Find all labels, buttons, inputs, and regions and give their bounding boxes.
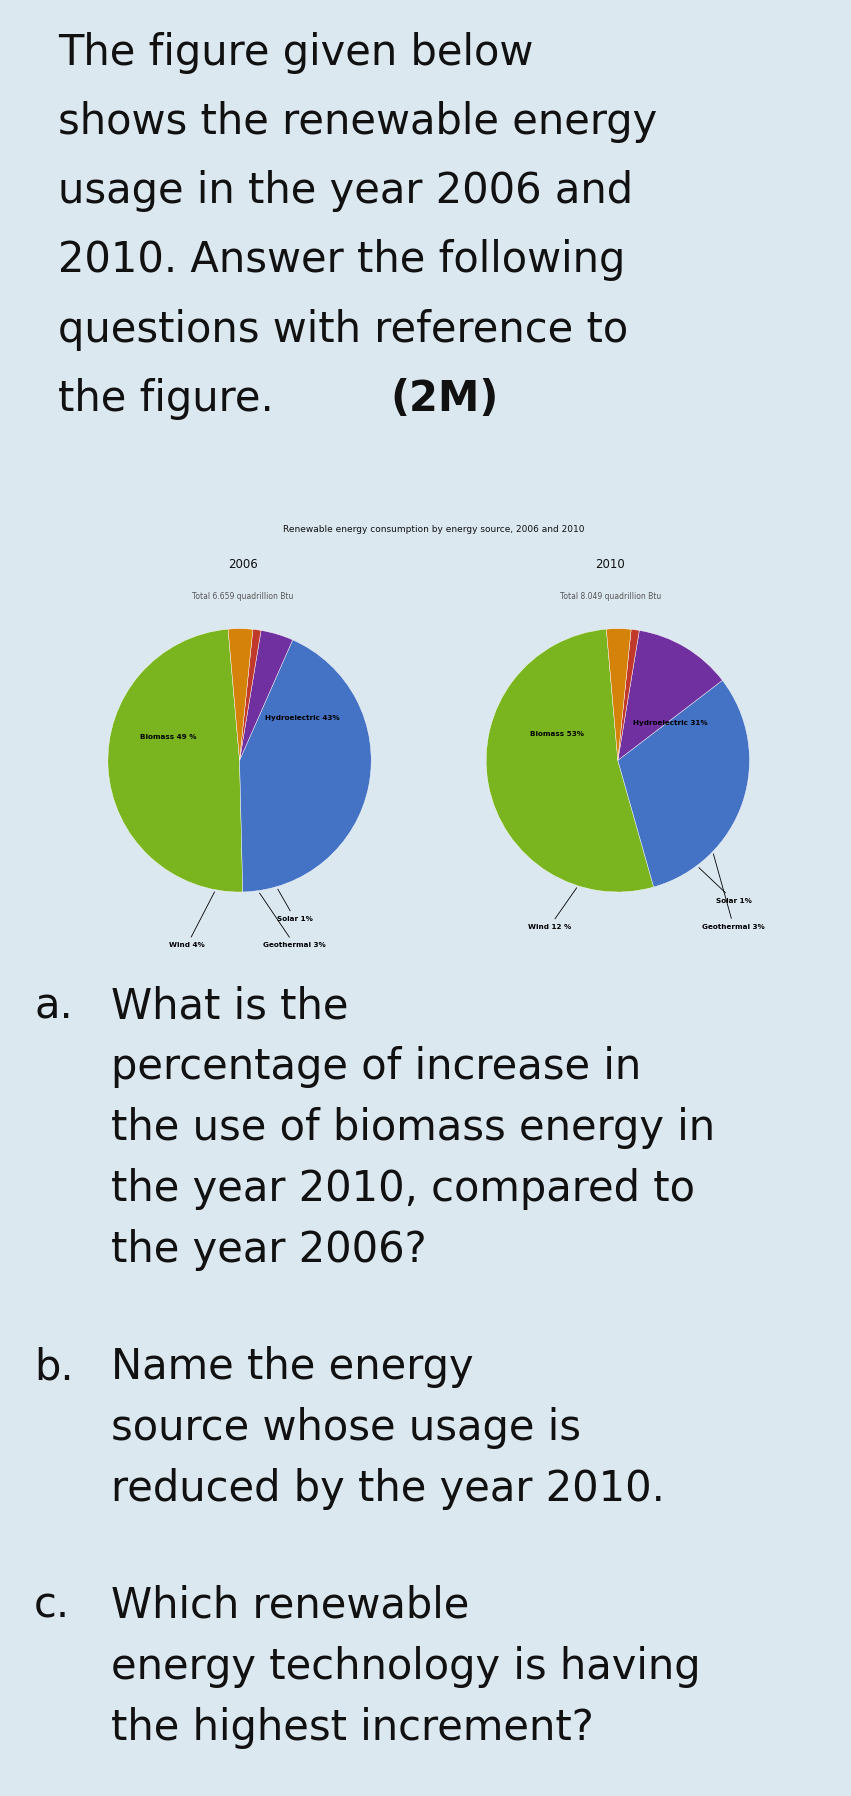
Wedge shape xyxy=(228,629,253,760)
Text: Which renewable: Which renewable xyxy=(111,1586,469,1627)
Text: c.: c. xyxy=(34,1586,70,1627)
Wedge shape xyxy=(618,629,639,760)
Text: Total 6.659 quadrillion Btu: Total 6.659 quadrillion Btu xyxy=(191,593,294,602)
Text: reduced by the year 2010.: reduced by the year 2010. xyxy=(111,1467,665,1510)
Text: Name the energy: Name the energy xyxy=(111,1345,473,1388)
Text: source whose usage is: source whose usage is xyxy=(111,1406,580,1449)
Wedge shape xyxy=(486,629,654,893)
Text: Solar 1%: Solar 1% xyxy=(699,867,751,903)
Text: the use of biomass energy in: the use of biomass energy in xyxy=(111,1106,715,1149)
Wedge shape xyxy=(607,629,631,760)
Wedge shape xyxy=(240,639,371,893)
Text: shows the renewable energy: shows the renewable energy xyxy=(58,101,657,144)
Text: Wind 4%: Wind 4% xyxy=(169,893,214,948)
Text: a.: a. xyxy=(34,986,73,1027)
Text: 2006: 2006 xyxy=(228,559,257,571)
Text: the year 2006?: the year 2006? xyxy=(111,1228,426,1272)
Wedge shape xyxy=(108,629,243,893)
Text: What is the: What is the xyxy=(111,986,348,1027)
Text: (2M): (2M) xyxy=(390,377,499,420)
Text: Biomass 49 %: Biomass 49 % xyxy=(140,733,197,740)
Text: the figure.: the figure. xyxy=(58,377,300,420)
Text: Solar 1%: Solar 1% xyxy=(277,889,313,921)
Text: 2010. Answer the following: 2010. Answer the following xyxy=(58,239,625,282)
Text: b.: b. xyxy=(34,1345,74,1388)
Wedge shape xyxy=(240,630,293,760)
Text: the year 2010, compared to: the year 2010, compared to xyxy=(111,1167,694,1211)
Text: Hydroelectric 43%: Hydroelectric 43% xyxy=(266,715,340,722)
Text: The figure given below: The figure given below xyxy=(58,32,534,74)
Wedge shape xyxy=(618,630,722,760)
Text: Geothermal 3%: Geothermal 3% xyxy=(260,893,326,948)
Text: Renewable energy consumption by energy source, 2006 and 2010: Renewable energy consumption by energy s… xyxy=(283,524,585,533)
Text: Biomass 53%: Biomass 53% xyxy=(530,731,585,736)
Wedge shape xyxy=(618,681,750,887)
Text: Geothermal 3%: Geothermal 3% xyxy=(702,853,765,930)
Text: Total 8.049 quadrillion Btu: Total 8.049 quadrillion Btu xyxy=(560,593,660,602)
Text: percentage of increase in: percentage of increase in xyxy=(111,1047,641,1088)
Text: questions with reference to: questions with reference to xyxy=(58,309,628,350)
Text: Hydroelectric 31%: Hydroelectric 31% xyxy=(633,720,708,726)
Text: usage in the year 2006 and: usage in the year 2006 and xyxy=(58,171,633,212)
Text: 2010: 2010 xyxy=(596,559,625,571)
Text: energy technology is having: energy technology is having xyxy=(111,1645,700,1688)
Text: the highest increment?: the highest increment? xyxy=(111,1706,593,1749)
Text: Wind 12 %: Wind 12 % xyxy=(528,887,577,930)
Wedge shape xyxy=(240,629,261,760)
